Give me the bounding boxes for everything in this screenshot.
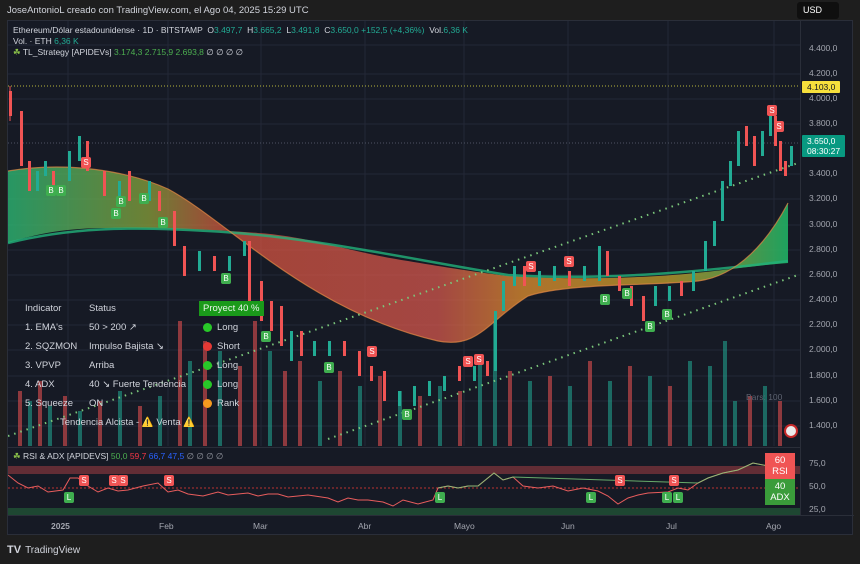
bars-count-label: Bars: 100: [746, 392, 783, 402]
strategy-legend[interactable]: ☘ TL_Strategy [APIDEVs] 3.174,3 2.715,9 …: [13, 47, 243, 57]
rsi-adx-pane[interactable]: L S S S S L S L L S L ☘ RSI & ADX [APIDE…: [8, 447, 800, 515]
long-signal-marker: L: [435, 492, 445, 503]
buy-signal-marker: B: [324, 362, 334, 373]
time-axis[interactable]: 2025 Feb Mar Abr Mayo Jun Jul Ago: [8, 515, 854, 536]
status-dot-icon: [203, 380, 212, 389]
strategy-icon: ☘: [13, 47, 21, 57]
buy-signal-marker: B: [139, 193, 149, 204]
sell-signal-marker: S: [564, 256, 574, 267]
short-signal-marker: S: [118, 475, 128, 486]
buy-signal-marker: B: [600, 294, 610, 305]
status-dot-icon: [203, 342, 212, 351]
buy-signal-marker: B: [46, 185, 56, 196]
short-signal-marker: S: [615, 475, 625, 486]
buy-signal-marker: B: [111, 208, 121, 219]
currency-selector[interactable]: USD: [797, 2, 839, 19]
status-dot-icon: [203, 323, 212, 332]
adx-value-badge: 40 ADX: [765, 479, 795, 505]
rsi-legend[interactable]: ☘ RSI & ADX [APIDEVS] 50,0 59,7 66,7 47,…: [13, 451, 224, 461]
long-signal-marker: L: [586, 492, 596, 503]
high-level-badge: 4.103,0: [802, 81, 841, 93]
project-badge: Proyect 40 %: [199, 301, 264, 316]
long-signal-marker: L: [662, 492, 672, 503]
chart-legend: Ethereum/Dólar estadounidense · 1D · BIT…: [13, 25, 468, 58]
buy-signal-marker: B: [622, 288, 632, 299]
long-signal-marker: L: [64, 492, 74, 503]
status-dot-icon: [203, 399, 212, 408]
sell-signal-marker: S: [367, 346, 377, 357]
buy-signal-marker: B: [221, 273, 231, 284]
buy-signal-marker: B: [402, 409, 412, 420]
buy-signal-marker: B: [56, 185, 66, 196]
rsi-chart-svg: [8, 462, 800, 515]
symbol-legend[interactable]: Ethereum/Dólar estadounidense · 1D · BIT…: [13, 25, 468, 35]
chart-frame: S B B B B B B B B B S B S S S S B B B B …: [7, 20, 854, 536]
last-price-badge: 3.650,0 08:30:27: [802, 135, 846, 157]
buy-signal-marker: B: [158, 217, 168, 228]
buy-signal-marker: B: [116, 196, 126, 207]
chart-credit: JoseAntonioL creado con TradingView.com,…: [7, 5, 309, 16]
sell-signal-marker: S: [463, 356, 473, 367]
tradingview-brand[interactable]: TV TradingView: [7, 544, 81, 556]
tradingview-logo-icon: TV: [7, 544, 22, 556]
trend-summary: Tendencia Alcista - ⚠️ Venta ⚠️: [60, 417, 196, 428]
volume-legend[interactable]: Vol. · ETH 6,36 K: [13, 36, 79, 46]
short-signal-marker: S: [79, 475, 89, 486]
sell-signal-marker: S: [81, 157, 91, 168]
buy-signal-marker: B: [662, 309, 672, 320]
short-signal-marker: S: [109, 475, 119, 486]
buy-signal-marker: B: [645, 321, 655, 332]
price-axis[interactable]: 4.400,0 4.200,0 4.000,0 3.800,0 3.400,0 …: [800, 21, 854, 515]
rsi-value-badge: 60 RSI: [765, 453, 795, 479]
long-signal-marker: L: [673, 492, 683, 503]
buy-signal-marker: B: [261, 331, 271, 342]
sell-signal-marker: S: [767, 105, 777, 116]
short-signal-marker: S: [164, 475, 174, 486]
sell-signal-marker: S: [526, 261, 536, 272]
strategy-icon: ☘: [13, 451, 21, 461]
short-signal-marker: S: [669, 475, 679, 486]
status-dot-icon: [203, 361, 212, 370]
main-price-pane[interactable]: S B B B B B B B B B S B S S S S B B B B …: [8, 21, 800, 446]
sell-signal-marker: S: [474, 354, 484, 365]
sell-signal-marker: S: [774, 121, 784, 132]
